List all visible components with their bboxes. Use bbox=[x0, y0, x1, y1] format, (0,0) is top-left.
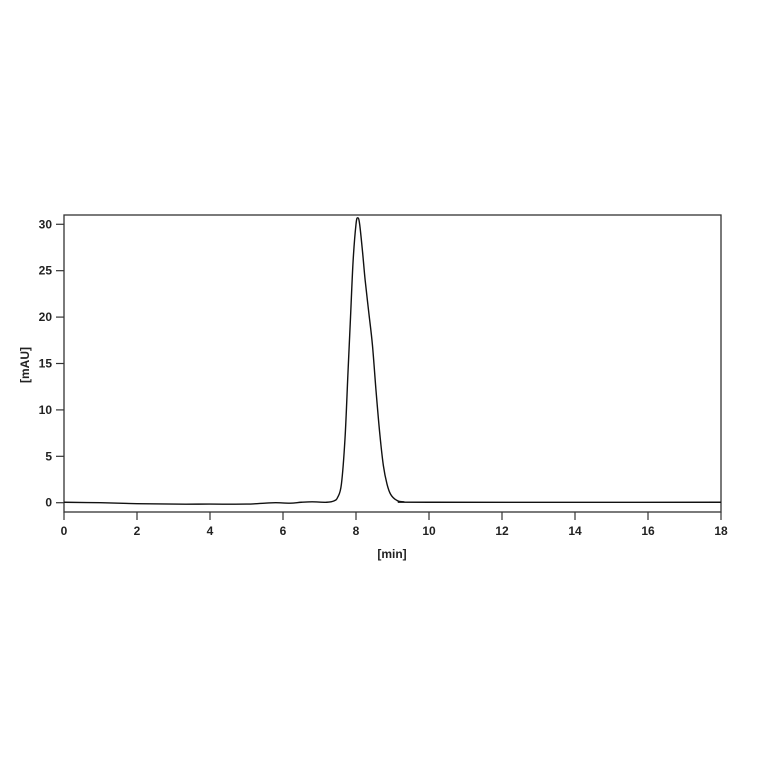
y-tick-label: 0 bbox=[45, 496, 52, 510]
x-axis-label: [min] bbox=[377, 547, 406, 561]
y-tick-label: 15 bbox=[39, 357, 53, 371]
y-tick-label: 25 bbox=[39, 264, 53, 278]
x-tick-label: 18 bbox=[714, 524, 728, 538]
plot-frame bbox=[63, 214, 722, 513]
x-tick-label: 2 bbox=[134, 524, 141, 538]
x-tick-label: 4 bbox=[207, 524, 214, 538]
y-tick-label: 5 bbox=[45, 449, 52, 463]
y-tick-label: 10 bbox=[39, 403, 53, 417]
y-axis-label: [mAU] bbox=[18, 347, 32, 383]
series-line bbox=[63, 217, 722, 505]
x-tick-label: 8 bbox=[353, 524, 360, 538]
y-tick-label: 20 bbox=[39, 310, 53, 324]
x-tick-label: 6 bbox=[280, 524, 287, 538]
x-tick-label: 14 bbox=[568, 524, 582, 538]
x-tick-label: 12 bbox=[495, 524, 509, 538]
y-tick-label: 30 bbox=[39, 217, 53, 231]
x-tick-label: 16 bbox=[641, 524, 655, 538]
x-tick-label: 10 bbox=[422, 524, 436, 538]
x-tick-label: 0 bbox=[61, 524, 68, 538]
